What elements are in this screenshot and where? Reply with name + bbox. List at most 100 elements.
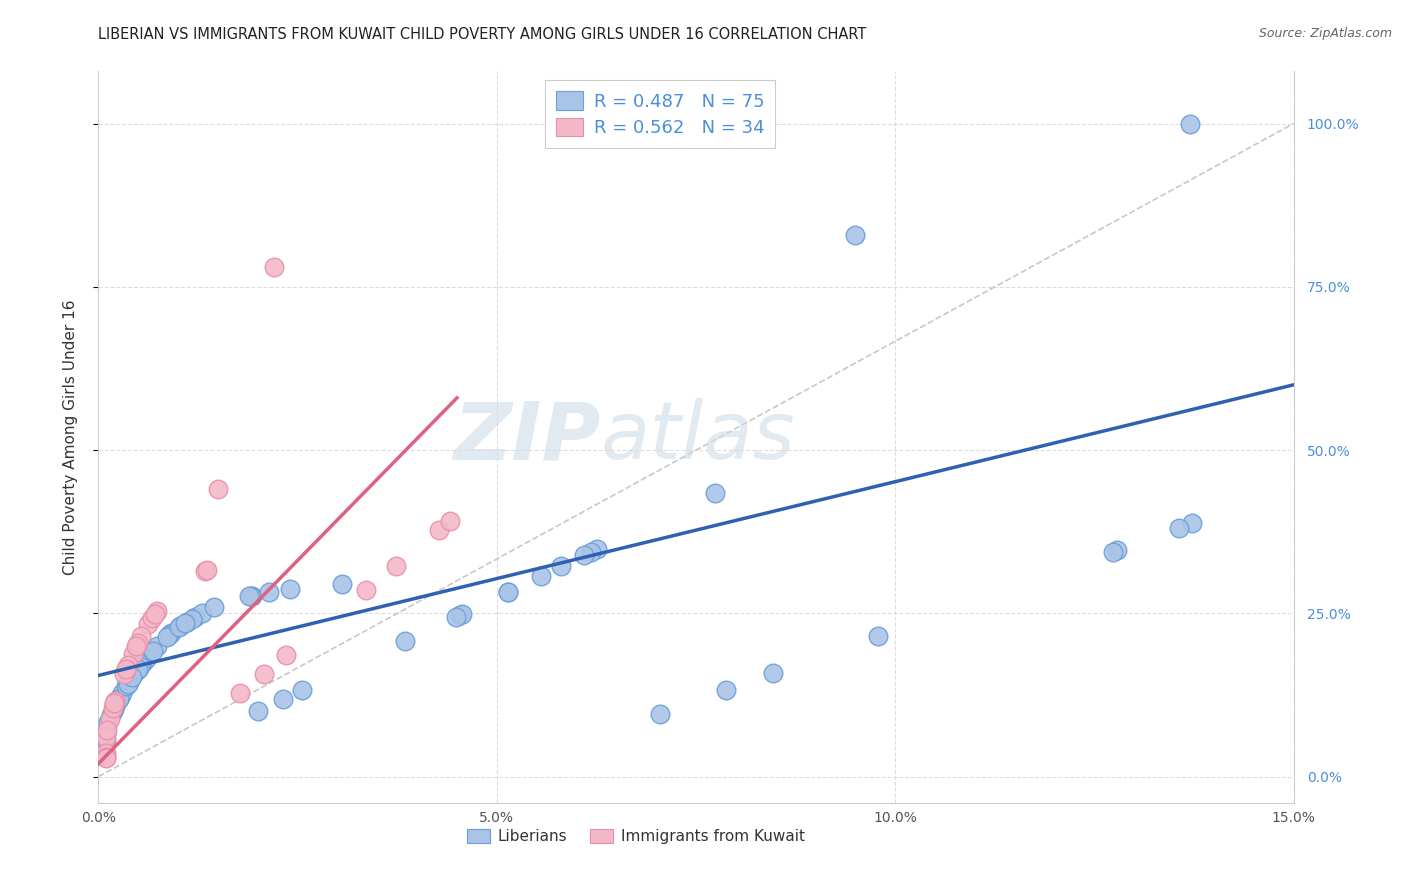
Point (1107, 543, 1129, 558)
Point (240, 589, 263, 603)
Point (98, 712, 121, 726)
Point (132, 655, 155, 669)
Point (586, 542, 609, 557)
Point (439, 514, 461, 528)
Point (96, 723, 118, 737)
Point (866, 629, 889, 643)
Point (96, 733, 118, 747)
Point (117, 658, 139, 673)
Y-axis label: Child Poverty Among Girls Under 16: Child Poverty Among Girls Under 16 (63, 300, 77, 574)
Text: atlas: atlas (600, 398, 796, 476)
Point (104, 694, 127, 708)
Point (103, 697, 125, 711)
Point (247, 704, 270, 718)
Point (131, 657, 153, 671)
Point (703, 486, 725, 500)
Point (450, 607, 472, 621)
Point (101, 704, 124, 718)
Point (257, 585, 280, 599)
Point (427, 523, 450, 537)
Text: ZIP: ZIP (453, 398, 600, 476)
Point (444, 609, 467, 624)
Point (111, 686, 134, 700)
Point (449, 607, 471, 622)
Point (138, 648, 160, 662)
Point (124, 665, 146, 680)
Point (129, 629, 152, 643)
Point (169, 619, 191, 633)
Point (121, 647, 143, 661)
Point (550, 559, 572, 574)
Point (96, 725, 118, 739)
Point (195, 564, 218, 578)
Point (117, 676, 139, 690)
Point (157, 628, 180, 642)
Point (100, 707, 122, 722)
Point (1178, 117, 1201, 131)
Point (136, 649, 159, 664)
Point (1101, 544, 1123, 558)
Point (118, 674, 141, 689)
Point (127, 662, 149, 676)
Point (191, 606, 214, 620)
Point (160, 626, 183, 640)
Point (115, 679, 138, 693)
Point (330, 577, 353, 591)
Text: Source: ZipAtlas.com: Source: ZipAtlas.com (1258, 27, 1392, 40)
Point (240, 589, 263, 603)
Point (354, 583, 377, 598)
Point (716, 683, 738, 698)
Point (135, 651, 157, 665)
Point (125, 663, 148, 677)
Point (574, 549, 596, 563)
Point (96, 715, 118, 730)
Point (125, 638, 148, 652)
Point (96, 746, 118, 760)
Point (96, 724, 118, 739)
Text: LIBERIAN VS IMMIGRANTS FROM KUWAIT CHILD POVERTY AMONG GIRLS UNDER 16 CORRELATIO: LIBERIAN VS IMMIGRANTS FROM KUWAIT CHILD… (98, 27, 866, 42)
Point (184, 609, 207, 624)
Point (117, 676, 139, 690)
Point (229, 686, 252, 700)
Point (103, 702, 125, 716)
Point (115, 662, 138, 676)
Point (844, 227, 866, 242)
Point (252, 667, 274, 681)
Point (128, 659, 150, 673)
Point (173, 615, 195, 630)
Point (141, 611, 163, 625)
Point (103, 696, 125, 710)
Point (176, 615, 198, 629)
Point (579, 545, 602, 559)
Point (498, 584, 520, 599)
Point (146, 639, 169, 653)
Point (108, 690, 131, 704)
Point (146, 604, 169, 618)
Point (263, 260, 285, 275)
Point (530, 569, 553, 583)
Point (96, 751, 118, 765)
Point (278, 582, 301, 596)
Point (1167, 521, 1189, 535)
Point (108, 692, 131, 706)
Point (125, 663, 148, 677)
Point (96, 726, 118, 740)
Point (394, 633, 416, 648)
Point (156, 630, 179, 644)
Point (142, 643, 165, 657)
Point (96, 730, 118, 744)
Point (1180, 516, 1202, 531)
Point (101, 700, 124, 714)
Point (128, 660, 150, 674)
Point (169, 619, 191, 633)
Point (271, 692, 294, 706)
Point (207, 483, 229, 497)
Point (238, 589, 260, 603)
Point (138, 616, 160, 631)
Point (112, 667, 135, 681)
Point (384, 558, 406, 573)
Point (496, 585, 519, 599)
Point (127, 636, 149, 650)
Point (107, 693, 129, 707)
Point (121, 670, 143, 684)
